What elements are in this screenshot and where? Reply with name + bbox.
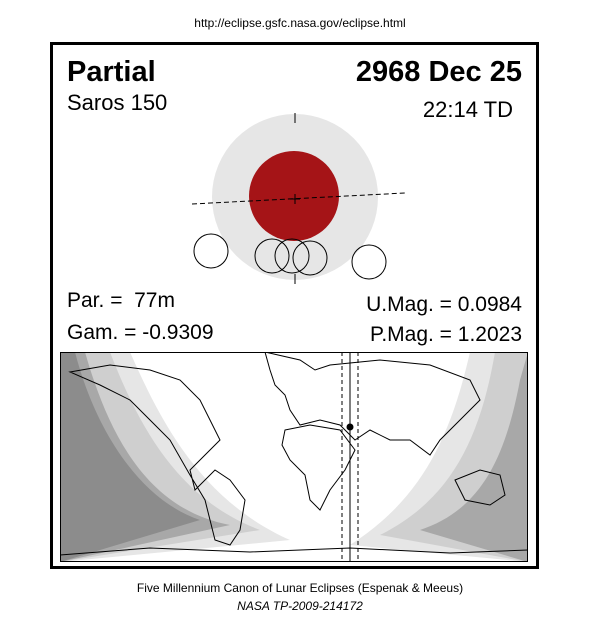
footer-credit: Five Millennium Canon of Lunar Eclipses … <box>137 581 463 595</box>
world-map <box>60 352 528 562</box>
australia <box>454 469 506 506</box>
umbra <box>249 151 339 241</box>
moon <box>254 238 290 274</box>
moon <box>274 238 310 274</box>
africa <box>281 424 356 511</box>
night-zone <box>420 352 528 562</box>
footer-reference: NASA TP-2009-214172 <box>237 599 363 613</box>
eurasia <box>264 352 481 456</box>
antarctica <box>60 547 528 556</box>
coastlines <box>60 352 528 556</box>
gamma: Gam. = -0.9309 <box>67 321 214 344</box>
dark-zone <box>60 352 200 562</box>
eclipse-type: Partial <box>67 56 156 88</box>
moon-positions <box>193 233 387 280</box>
moon <box>292 240 328 276</box>
moon <box>351 244 387 280</box>
eclipse-date: 2968 Dec 25 <box>356 56 522 88</box>
map-border <box>60 352 528 562</box>
time: 22:14 TD <box>423 97 513 122</box>
duration: Par. = 77m <box>67 289 175 312</box>
moon <box>193 233 229 269</box>
eclipse-geometry <box>191 113 406 284</box>
zenith-point <box>346 423 354 431</box>
url: http://eclipse.gsfc.nasa.gov/eclipse.htm… <box>194 16 405 30</box>
saros: Saros 150 <box>67 90 167 115</box>
americas <box>68 364 246 546</box>
penumbral-magnitude: P.Mag. = 1.2023 <box>370 323 522 346</box>
umbral-magnitude: U.Mag. = 0.0984 <box>366 293 522 316</box>
